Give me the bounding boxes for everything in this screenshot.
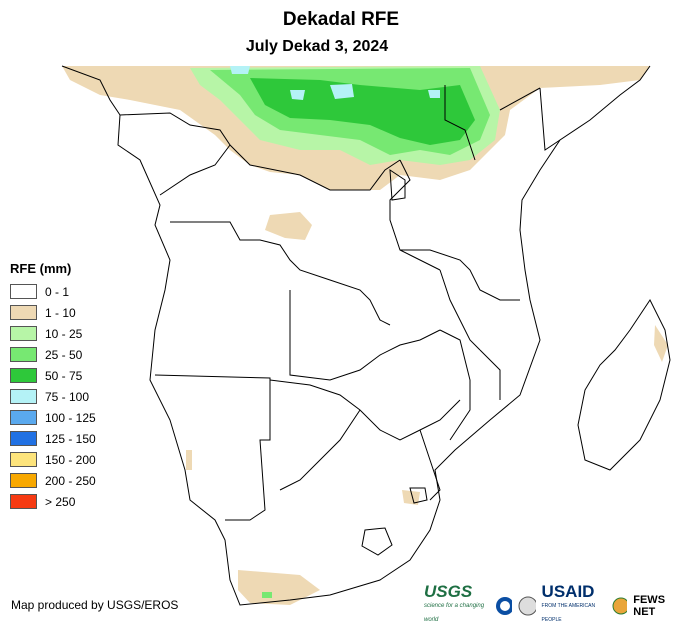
country-borders: [61, 65, 671, 606]
legend-item: 75 - 100: [10, 386, 96, 407]
legend-swatch: [10, 389, 37, 404]
legend-swatch: [10, 326, 37, 341]
legend-swatch: [10, 347, 37, 362]
legend-label: 125 - 150: [45, 431, 96, 446]
legend-label: 200 - 250: [45, 473, 96, 488]
legend-swatch: [10, 305, 37, 320]
legend-label: 10 - 25: [45, 326, 83, 341]
usgs-logo: USGS science for a changing world: [424, 582, 485, 623]
legend-label: 100 - 125: [45, 410, 96, 425]
noaa-logo-icon: [496, 597, 513, 615]
map-subtitle: July Dekad 3, 2024: [245, 38, 389, 55]
legend-item: 1 - 10: [10, 302, 96, 323]
legend-item: 25 - 50: [10, 344, 96, 365]
legend-label: 25 - 50: [45, 347, 83, 362]
legend-swatch: [10, 284, 37, 299]
legend-label: 75 - 100: [45, 389, 90, 404]
legend-swatch: [10, 473, 37, 488]
legend-label: 1 - 10: [45, 305, 76, 320]
legend-title: RFE (mm): [10, 261, 72, 276]
legend-list: 0 - 1 1 - 10 10 - 25 25 - 50 50 - 75 75 - 100…: [10, 281, 96, 512]
legend-swatch: [10, 410, 37, 425]
lesotho: [361, 527, 393, 556]
rainfall-shading: [62, 66, 668, 605]
legend-label: 50 - 75: [45, 368, 83, 383]
legend: RFE (mm) 0 - 1 1 - 10 10 - 25 25 - 50 50 - 7…: [10, 261, 96, 512]
legend-item: 50 - 75: [10, 365, 96, 386]
map-credit: Map produced by USGS/EROS: [11, 598, 179, 612]
madagascar: [577, 299, 671, 471]
legend-item: 10 - 25: [10, 323, 96, 344]
legend-item: 200 - 250: [10, 470, 96, 491]
seal-icon: [518, 596, 536, 616]
legend-swatch: [10, 452, 37, 467]
fews-net-label: FEWS NET: [633, 594, 666, 618]
logo-strip: USGS science for a changing world USAID FR…: [424, 582, 682, 627]
legend-item: 150 - 200: [10, 449, 96, 470]
eswatini: [409, 487, 428, 504]
legend-swatch: [10, 494, 37, 509]
legend-label: 150 - 200: [45, 452, 96, 467]
legend-item: 100 - 125: [10, 407, 96, 428]
fews-net-icon: [612, 597, 628, 615]
legend-label: 0 - 1: [45, 284, 70, 299]
usaid-logo: USAID FROM THE AMERICAN PEOPLE: [541, 582, 596, 623]
legend-item: 125 - 150: [10, 428, 96, 449]
legend-label: > 250: [45, 494, 76, 509]
legend-item: 0 - 1: [10, 281, 96, 302]
legend-swatch: [10, 431, 37, 446]
legend-swatch: [10, 368, 37, 383]
coastline: [61, 65, 651, 606]
legend-item: > 250: [10, 491, 96, 512]
map-title: Dekadal RFE: [282, 9, 400, 30]
